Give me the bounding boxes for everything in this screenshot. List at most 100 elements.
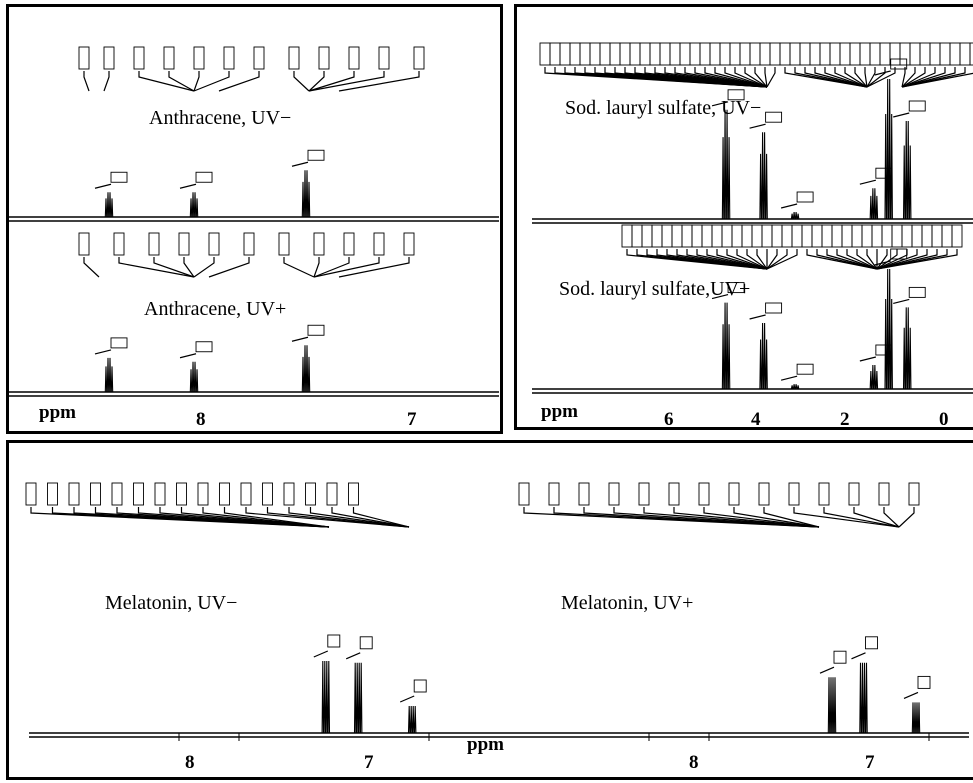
m-uvp-integral-2 [903, 691, 919, 699]
s-uvm-integral-box-1 [765, 111, 783, 123]
s-uvp-integral-1 [749, 314, 766, 320]
m-left-shift-label-15 [348, 482, 359, 506]
s-bot-shift-label-8 [701, 224, 713, 248]
m-left-shift-label-14 [326, 482, 338, 506]
s-top-shift-label-4 [579, 42, 591, 66]
m-left-connector-11 [266, 507, 410, 528]
anthracene-uv-minus-label: Anthracene, UV− [149, 107, 291, 129]
s-top-shift-label-33 [869, 42, 881, 66]
a-uvm-integral-box-2 [307, 149, 325, 161]
s-bot-shift-label-12 [741, 224, 753, 248]
sls-ppm-axis-label: ppm [541, 401, 578, 422]
s-top-shift-label-37 [909, 42, 921, 66]
s-top-shift-label-19 [729, 42, 741, 66]
melatonin-spectrum [29, 634, 969, 741]
m-left-shift-label-13 [305, 482, 316, 506]
s-bot-shift-label-23 [851, 224, 863, 248]
s-top-shift-label-34 [879, 42, 891, 66]
s-uvm-integral-4 [874, 70, 891, 76]
sls-tick-2: 2 [840, 409, 850, 430]
s-uvp-integral-3 [859, 356, 877, 362]
m-right-shift-label-10 [818, 482, 830, 506]
sls-uv-minus-peak-labels [539, 42, 973, 88]
s-bot-shift-label-32 [941, 224, 953, 248]
a-uvm-integral-0 [94, 183, 112, 189]
s-top-shift-label-39 [929, 42, 941, 66]
a-top-shift-label-6 [253, 46, 265, 70]
m-right-shift-label-12 [878, 482, 890, 506]
a-uvp-peak-2 [299, 345, 313, 393]
a-bot-shift-label-3 [178, 232, 190, 256]
s-bot-shift-label-18 [801, 224, 813, 248]
a-top-connector-6 [218, 71, 260, 92]
s-top-shift-label-23 [769, 42, 781, 66]
a-uvp-integral-box-2 [307, 324, 325, 336]
s-bot-shift-label-22 [841, 224, 853, 248]
s-top-connector-42 [901, 67, 966, 88]
s-uvm-peak-0 [719, 109, 734, 220]
s-top-shift-label-31 [849, 42, 861, 66]
a-uvm-peak-0 [102, 192, 116, 218]
s-bot-connector-31 [876, 249, 938, 270]
s-top-shift-label-40 [939, 42, 951, 66]
s-top-shift-label-5 [589, 42, 601, 66]
s-top-connector-23 [766, 67, 776, 88]
a-bot-connector-4 [193, 257, 215, 278]
s-top-connector-32 [864, 67, 868, 88]
a-top-connector-0 [83, 71, 90, 92]
s-uvp-integral-box-4 [890, 248, 908, 260]
a-bot-shift-label-8 [343, 232, 355, 256]
melatonin-uv-minus-label: Melatonin, UV− [105, 592, 237, 614]
s-top-shift-label-27 [809, 42, 821, 66]
m-right-connector-6 [703, 507, 820, 528]
m-right-shift-label-9 [788, 482, 800, 506]
s-top-shift-label-9 [629, 42, 641, 66]
s-bot-connector-24 [866, 249, 878, 270]
s-uvm-integral-box-5 [908, 100, 926, 112]
s-bot-connector-30 [876, 249, 928, 270]
s-top-shift-label-3 [569, 42, 581, 66]
s-top-connector-28 [824, 67, 868, 88]
s-top-shift-label-15 [689, 42, 701, 66]
m-right-shift-label-8 [758, 482, 770, 506]
s-top-shift-label-18 [719, 42, 731, 66]
a-uvp-integral-0 [94, 349, 112, 355]
s-bot-connector-16 [766, 249, 788, 270]
s-top-shift-label-32 [859, 42, 871, 66]
m-left-connector-15 [352, 507, 410, 528]
s-bot-connector-13 [756, 249, 768, 270]
s-top-shift-label-36 [899, 42, 911, 66]
s-bot-shift-label-31 [931, 224, 943, 248]
a-uvp-integral-box-1 [195, 341, 213, 353]
s-bot-connector-7 [696, 249, 768, 270]
a-top-connector-11 [338, 71, 420, 92]
a-top-shift-label-5 [223, 46, 235, 70]
s-top-connector-17 [714, 67, 768, 88]
s-uvp-peak-2 [788, 384, 803, 390]
a-top-shift-label-4 [193, 46, 205, 70]
a-uvm-integral-1 [179, 183, 197, 189]
m-uvm-integral-0 [313, 650, 329, 658]
s-bot-connector-6 [686, 249, 768, 270]
a-bot-connector-10 [338, 257, 410, 278]
s-bot-shift-label-21 [831, 224, 843, 248]
m-right-shift-label-5 [668, 482, 680, 506]
s-bot-shift-label-28 [901, 224, 913, 248]
m-left-connector-12 [288, 507, 410, 528]
s-bot-shift-label-15 [771, 224, 783, 248]
s-uvm-peak-4 [881, 78, 896, 220]
m-right-connector-2 [583, 507, 820, 528]
s-top-connector-38 [901, 67, 926, 88]
m-left-connector-10 [245, 507, 410, 528]
m-left-shift-label-9 [219, 482, 230, 506]
a-uvm-integral-box-1 [195, 171, 213, 183]
s-uvm-integral-box-2 [796, 191, 814, 203]
m-right-connector-3 [613, 507, 820, 528]
a-uvp-integral-2 [291, 336, 309, 342]
a-bot-shift-label-9 [373, 232, 385, 256]
m-right-shift-label-1 [548, 482, 560, 506]
a-bot-shift-label-6 [278, 232, 290, 256]
s-top-connector-43 [901, 72, 973, 88]
s-top-connector-40 [901, 67, 946, 88]
s-bot-connector-11 [736, 249, 768, 270]
